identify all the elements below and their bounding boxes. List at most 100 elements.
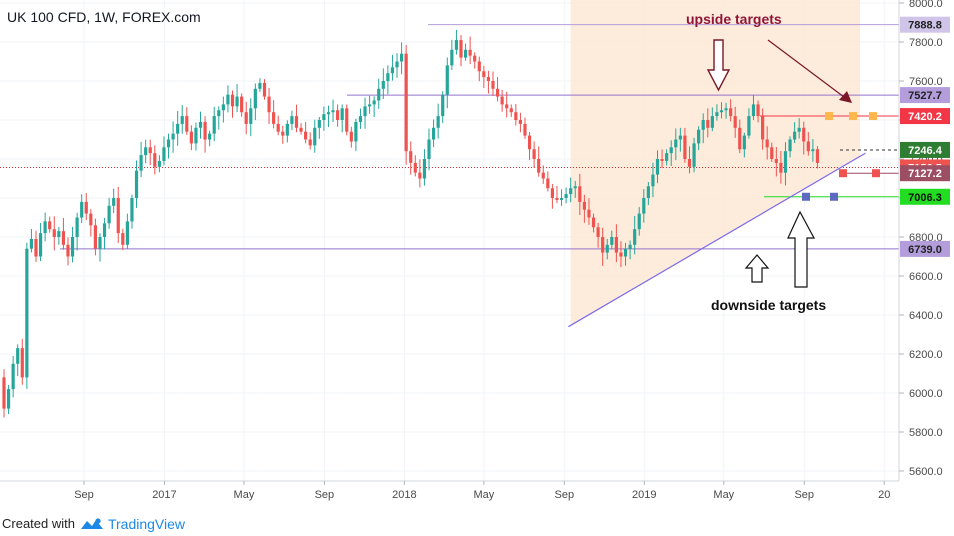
candle-body [683, 135, 687, 159]
price-axis[interactable]: 8000.07800.07600.07400.07200.07000.06800… [899, 0, 943, 478]
price-tick-label: 7800.0 [909, 37, 943, 49]
candle-body [628, 244, 632, 249]
candle-body [372, 100, 376, 105]
candle-body [153, 153, 157, 167]
candle-body [642, 198, 646, 214]
candle-body [582, 201, 586, 210]
candle-body [573, 186, 577, 189]
price-channel[interactable] [568, 0, 866, 328]
diagonal-arrow-head [839, 91, 852, 103]
candle-body [144, 147, 148, 156]
candle-body [815, 149, 820, 163]
candle-body [619, 252, 623, 257]
candle-body [11, 363, 15, 390]
candle-body [180, 116, 184, 124]
time-tick-label: May [713, 489, 734, 501]
candle-body [756, 104, 760, 117]
small-up-arrow-icon [744, 254, 770, 283]
target-box [830, 192, 838, 201]
candle-body [486, 77, 491, 81]
candle-body [765, 139, 769, 148]
candle-body [272, 112, 276, 124]
time-tick-label: May [473, 489, 494, 501]
candle-body [34, 238, 38, 257]
price-tick-label: 8000.0 [909, 0, 943, 10]
candle-body [66, 244, 70, 257]
upside-targets-label: upside targets [686, 11, 782, 27]
candle-body [276, 123, 280, 132]
candle-body [80, 201, 84, 218]
candle-body [546, 178, 550, 189]
candle-body [208, 133, 212, 140]
channel-lower-line [568, 152, 866, 328]
candle-body [495, 88, 500, 97]
level-tag-label: 7006.3 [908, 192, 942, 204]
candle-body [377, 88, 381, 101]
downside-targets-label: downside targets [711, 297, 826, 313]
candle-body [134, 170, 139, 198]
candle-body [459, 40, 463, 58]
candle-body [16, 348, 20, 364]
candle-body [463, 49, 468, 58]
candle-body [806, 141, 810, 152]
candle-body [802, 127, 806, 142]
candle-body [358, 116, 363, 122]
candle-body [505, 104, 509, 109]
candle-body [75, 217, 79, 237]
price-tick-label: 6400.0 [909, 310, 943, 322]
channel-fill [570, 0, 860, 326]
candle-body [788, 139, 792, 152]
candle-body [336, 110, 340, 120]
candle-body [57, 231, 61, 237]
candle-body [742, 135, 746, 150]
candle-body [198, 121, 203, 128]
large-up-arrow-icon [787, 210, 816, 288]
candle-body [262, 82, 267, 97]
candle-body [38, 233, 43, 257]
candle-body [445, 65, 449, 95]
candle-body [427, 139, 431, 159]
channel-shading [570, 0, 860, 326]
tradingview-brand-link[interactable]: TradingView [107, 515, 186, 532]
candle-body [345, 108, 349, 132]
annotation-arrows [706, 39, 852, 288]
candle-body [454, 40, 459, 50]
tradingview-logo-icon [80, 517, 103, 529]
candle-body [93, 225, 97, 249]
candle-body [281, 131, 285, 136]
candle-body [532, 149, 536, 159]
candle-body [614, 237, 618, 253]
candle-body [194, 127, 198, 144]
level-tag-bg [900, 188, 950, 205]
candle-body [112, 198, 116, 206]
chart-canvas[interactable]: UK 100 CFD, 1W, FOREX.com upside targets… [0, 0, 954, 511]
candle-body [189, 131, 193, 144]
candle-body [176, 123, 180, 134]
candle-body [605, 244, 609, 253]
candle-body [148, 147, 152, 154]
candle-body [491, 81, 495, 89]
candle-body [354, 121, 358, 142]
candle-body [98, 237, 102, 249]
price-tick-label: 5600.0 [909, 466, 943, 478]
candle-body [84, 201, 88, 214]
candle-body [52, 229, 56, 237]
candle-body [331, 110, 335, 113]
candle-body [235, 96, 239, 107]
candle-body [290, 116, 294, 124]
candle-body [313, 127, 317, 146]
candle-body [500, 96, 504, 105]
time-tick-label: 2018 [392, 489, 416, 501]
candle-body [431, 127, 436, 140]
candle-body [797, 127, 801, 132]
candle-body [121, 233, 125, 245]
candle-body [436, 116, 440, 128]
candle-body [710, 116, 714, 128]
time-tick-label: May [234, 489, 255, 501]
time-tick-label: 2019 [632, 489, 656, 501]
level-tag-label: 7246.4 [908, 145, 943, 157]
level-price-tags: 7888.87527.77420.27246.47156.57127.27006… [900, 16, 950, 257]
diagonal-arrow-line [767, 39, 849, 101]
time-axis[interactable]: Sep 2017 May Sep 2018 May Sep 2019 May Sep 20 [74, 481, 890, 501]
target-box [802, 192, 810, 201]
